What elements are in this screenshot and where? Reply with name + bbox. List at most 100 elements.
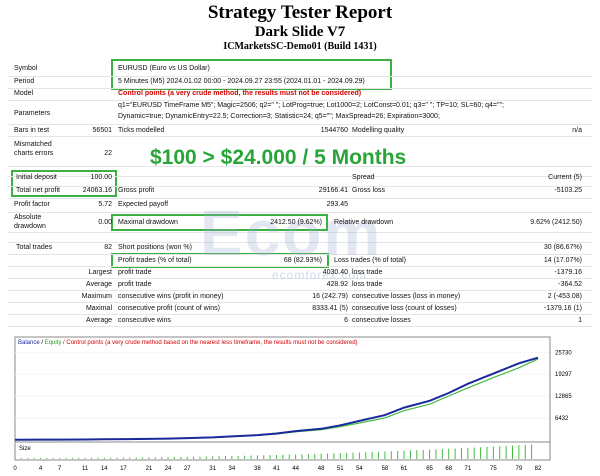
legend-separator: /: [40, 340, 45, 346]
deposit-profit-highlight: [11, 170, 117, 197]
symbol-label: Symbol: [14, 65, 38, 72]
size-bars: [14, 444, 533, 459]
x-tick-label: 34: [229, 466, 236, 472]
short-positions-label: Short positions (won %): [118, 244, 192, 251]
relative-drawdown-label: Relative drawdown: [334, 219, 394, 226]
absolute-drawdown-label-2: drawdown: [14, 223, 46, 230]
promo-banner: $100 > $24.000 / 5 Months: [150, 146, 407, 169]
net-profit-value: 24063.16: [82, 187, 112, 194]
x-tick-label: 79: [516, 466, 523, 472]
gross-profit-label: Gross profit: [118, 187, 155, 194]
report-title: Strategy Tester Report: [207, 2, 393, 23]
absolute-drawdown-label-1: Absolute: [14, 214, 42, 221]
x-tick-label: 82: [535, 466, 542, 472]
profit-trades-value: 68 (82.93%): [283, 257, 322, 264]
profit-factor-label: Profit factor: [14, 201, 50, 208]
quality-label: Modelling quality: [352, 127, 405, 134]
period-value: 5 Minutes (M5) 2024.01.02 00:00 - 2024.0…: [118, 78, 365, 85]
parameters-line-2: Dynamic=true; DynamicEntry=22.5; Correct…: [118, 113, 440, 120]
average-consecutive-losses-value: 1: [578, 317, 582, 324]
largest-loss-value: -1379.16: [554, 269, 582, 276]
svg-text:Balance / Equity / Control poi: Balance / Equity / Control points (a ver…: [18, 340, 358, 346]
average-loss-value: -364.52: [558, 281, 582, 288]
average-loss-label: loss trade: [352, 281, 383, 288]
average-profit-value: 428.92: [326, 281, 348, 288]
max-consecutive-losses-value: 2 (-453.08): [547, 293, 582, 300]
x-tick-label: 68: [445, 466, 452, 472]
bars-label: Bars in test: [14, 127, 50, 134]
x-tick-label: 51: [337, 466, 344, 472]
long-positions-value: 30 (86.67%): [543, 244, 582, 251]
x-tick-label: 54: [356, 466, 363, 472]
total-trades-value: 82: [104, 244, 112, 251]
largest-label: Largest: [88, 269, 112, 276]
gross-loss-value: -5103.25: [554, 187, 582, 194]
average-profit-label: profit trade: [118, 281, 152, 288]
model-label: Model: [14, 90, 34, 97]
spread-value: Current (5): [548, 174, 582, 181]
x-tick-label: 48: [318, 466, 325, 472]
y-tick-label: 12865: [555, 394, 572, 400]
x-tick-label: 61: [401, 466, 408, 472]
deposit-value: 100.00: [90, 174, 112, 181]
average-label: Average: [86, 281, 112, 288]
profit-factor-value: 5.72: [98, 201, 112, 208]
net-profit-label: Total net profit: [16, 187, 60, 194]
period-label: Period: [14, 78, 35, 85]
expected-payoff-value: 293.45: [326, 201, 348, 208]
x-tick-label: 11: [82, 466, 89, 472]
maximum-label: Maximum: [81, 293, 112, 300]
chart-x-axis: 0 4 7 11 14 17 21 24 27 31 34 38 41 44 48 51 54 58 61 65 68 7…: [13, 466, 542, 472]
maximal-drawdown-value: 2412.50 (9.62%): [270, 219, 322, 226]
x-tick-label: 14: [101, 466, 108, 472]
x-tick-label: 65: [426, 466, 433, 472]
quality-value: n/a: [572, 127, 582, 134]
parameters-label: Parameters: [14, 110, 51, 117]
legend-note: / Control points (a very crude method ba…: [61, 340, 357, 346]
x-tick-label: 71: [464, 466, 471, 472]
x-tick-label: 24: [165, 466, 172, 472]
loss-trades-value: 14 (17.07%): [543, 257, 582, 264]
average-consecutive-losses-label: consecutive losses: [352, 317, 411, 324]
gross-loss-label: Gross loss: [352, 187, 386, 194]
y-tick-label: 19297: [555, 372, 572, 378]
gross-profit-value: 29166.41: [318, 187, 348, 194]
bars-value: 56501: [92, 127, 112, 134]
ticks-value: 1544760: [320, 127, 348, 134]
total-trades-label: Total trades: [16, 244, 53, 251]
ticks-label: Ticks modelled: [118, 127, 165, 134]
largest-profit-value: 4030.40: [322, 269, 348, 276]
maximal-consecutive-loss-value: -1379.16 (1): [543, 305, 582, 312]
mismatch-label-2: charts errors: [14, 150, 54, 157]
max-consecutive-wins-value: 16 (242.79): [312, 293, 348, 300]
spread-label: Spread: [352, 174, 375, 181]
average-consecutive-wins-label: consecutive wins: [118, 317, 171, 324]
average-consecutive-wins-value: 6: [344, 317, 348, 324]
mismatch-label-1: Mismatched: [14, 141, 52, 148]
parameters-line-1: q1="EURUSD TimeFrame M5"; Magic=2506; q2…: [118, 102, 504, 109]
profit-trades-label: Profit trades (% of total): [118, 257, 192, 264]
maximal-consecutive-loss-label: consecutive loss (count of losses): [352, 305, 457, 312]
x-tick-label: 21: [146, 466, 153, 472]
max-consecutive-wins-label: consecutive wins (profit in money): [118, 293, 224, 300]
balance-equity-chart: Balance / Equity / Control points (a ver…: [13, 336, 572, 472]
largest-loss-label: loss trade: [352, 269, 383, 276]
size-panel: [14, 441, 551, 461]
server-info: ICMarketsSC-Demo01 (Build 1431): [223, 41, 377, 52]
mismatch-value: 22: [104, 150, 112, 157]
watermark-logo: Ecom: [200, 197, 383, 269]
ea-name: Dark Slide V7: [254, 24, 346, 40]
loss-trades-label: Loss trades (% of total): [334, 257, 406, 264]
y-tick-label: 25730: [555, 350, 572, 356]
y-tick-label: 6432: [555, 416, 569, 422]
chart-gridlines: [15, 351, 550, 419]
size-label: Size: [19, 446, 31, 452]
chart-y-axis: 25730 19297 12865 6432: [555, 350, 572, 422]
x-tick-label: 31: [209, 466, 216, 472]
x-tick-label: 38: [254, 466, 261, 472]
average-consecutive-label: Average: [86, 317, 112, 324]
largest-profit-label: profit trade: [118, 269, 152, 276]
x-tick-label: 17: [120, 466, 127, 472]
x-tick-label: 4: [39, 466, 43, 472]
model-value: Control points (a very crude method, the…: [118, 90, 362, 97]
